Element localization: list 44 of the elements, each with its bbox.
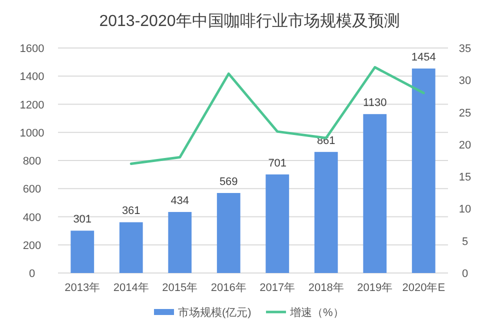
x-tick-label: 2016年 xyxy=(210,282,246,294)
y-tick-label: 1600 xyxy=(20,43,44,55)
line-series xyxy=(130,66,425,165)
x-tick-label: 2013年 xyxy=(64,282,100,294)
x-tick-label: 2017年 xyxy=(260,282,296,294)
x-tick-label: 2014年 xyxy=(113,282,149,294)
x-tick-label: 2019年 xyxy=(357,282,393,294)
bar xyxy=(70,230,94,273)
y2-tick-label: 30 xyxy=(458,75,472,88)
y-tick-label: 400 xyxy=(22,212,42,224)
y2-tick-label: 20 xyxy=(458,139,472,152)
text: 301 xyxy=(73,214,92,226)
x-tick-label: 2020年E xyxy=(402,282,446,294)
legend-label: 市场规模(亿元) xyxy=(178,306,252,319)
x-tick-label: 2018年 xyxy=(308,282,344,294)
y2-tick-label: 35 xyxy=(458,43,472,55)
bar xyxy=(314,152,338,273)
y-tick-label: 1400 xyxy=(20,71,44,84)
y-tick-label: 1200 xyxy=(20,99,44,112)
y2-tick-label: 0 xyxy=(462,268,468,280)
text: 434 xyxy=(170,194,190,207)
bar xyxy=(412,68,436,273)
legend-label: 增速（%） xyxy=(289,306,344,319)
text: 1130 xyxy=(363,97,387,110)
text: 361 xyxy=(122,205,140,218)
y2-tick-label: 25 xyxy=(458,107,472,120)
y-tick-label: 1000 xyxy=(20,127,44,140)
bar xyxy=(168,212,192,273)
y2-tick-label: 15 xyxy=(458,172,472,184)
text: 701 xyxy=(268,157,287,170)
x-tick-label: 2015年 xyxy=(162,282,198,294)
bar xyxy=(216,192,240,273)
y-tick-label: 600 xyxy=(22,184,42,196)
bar xyxy=(266,174,290,273)
y-tick-label: 200 xyxy=(22,240,42,252)
text: 1454 xyxy=(411,52,436,64)
y2-tick-label: 5 xyxy=(462,236,468,248)
text: 569 xyxy=(219,176,238,188)
bar xyxy=(119,222,143,273)
y2-tick-label: 10 xyxy=(458,204,472,216)
chart-title: 2013-2020年中国咖啡行业市场规模及预测 xyxy=(99,12,400,30)
y-tick-label: 800 xyxy=(22,156,42,168)
bar xyxy=(363,114,387,273)
y-tick-label: 0 xyxy=(28,268,36,280)
